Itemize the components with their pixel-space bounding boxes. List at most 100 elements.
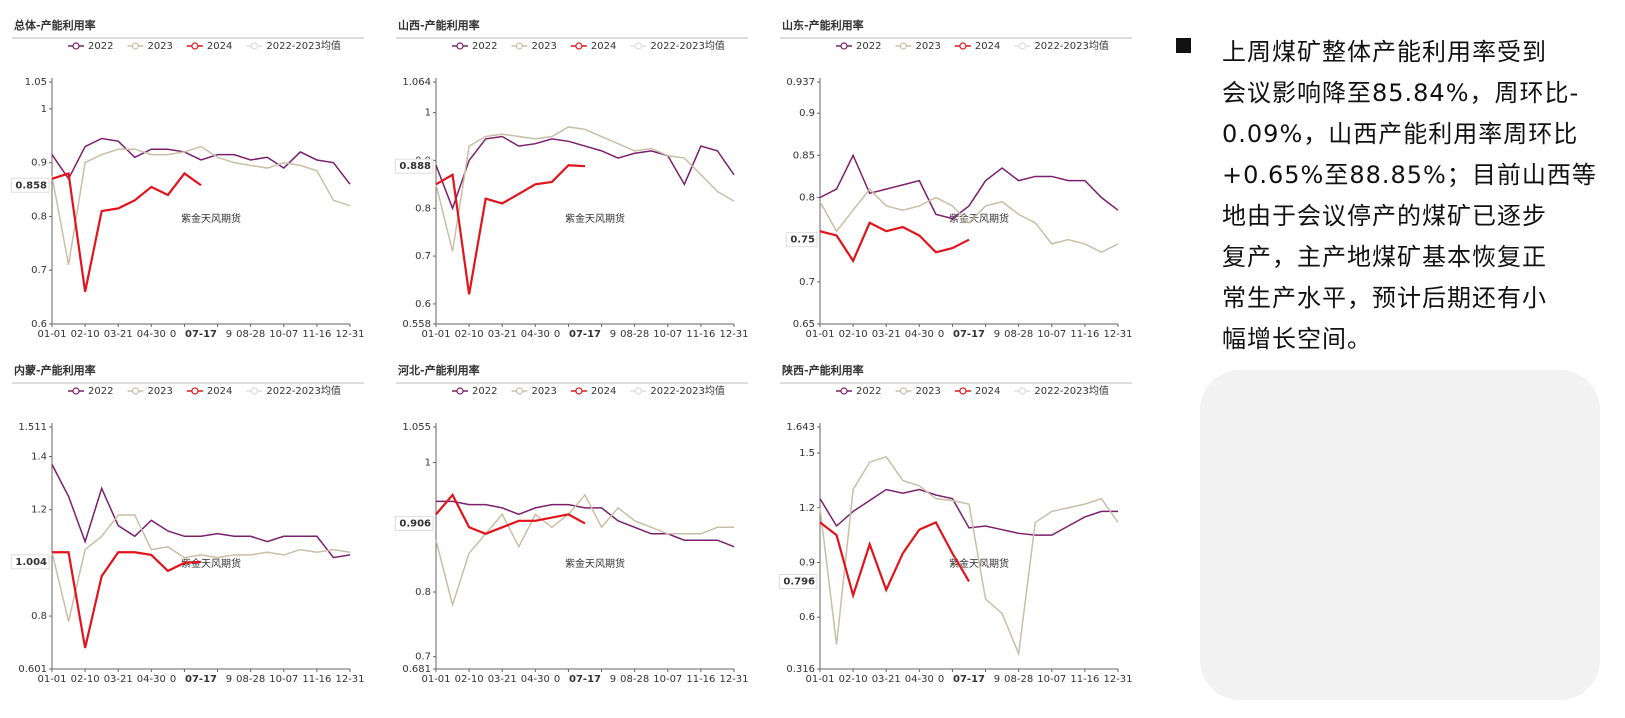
- legend-label: 2022-2023均值: [650, 39, 725, 52]
- y-tick-label: 0.316: [786, 664, 815, 675]
- y-tick-label: 0.7: [799, 277, 815, 288]
- last-value-bg: [785, 232, 818, 248]
- x-tick-label: 03-21: [872, 329, 901, 340]
- y-tick-label: 0.8: [31, 211, 47, 222]
- x-tick-label: 01-01: [37, 329, 66, 340]
- last-value-bg: [778, 573, 818, 589]
- y-tick-label: 1: [425, 458, 431, 469]
- legend-dot: [899, 387, 908, 395]
- x-tick-label: 04-30: [521, 329, 550, 340]
- x-tick-label: 03-21: [104, 329, 133, 340]
- x-tick-label: 10-07: [269, 329, 298, 340]
- x-tick-label: 01-01: [421, 329, 450, 340]
- x-tick-label: 08-28: [620, 674, 649, 685]
- x-tick-label: 02-10: [839, 674, 868, 685]
- last-value-label: 0.75: [790, 235, 815, 246]
- end-date-bg: [945, 327, 993, 341]
- end-date-bg: [177, 672, 225, 686]
- text-line: 幅增长空间。: [1222, 325, 1372, 353]
- legend-label: 2022-2023均值: [1034, 384, 1109, 397]
- x-tick-label: 12-31: [1103, 329, 1132, 340]
- x-tick-label: 01-01: [37, 674, 66, 685]
- series-line: [819, 455, 1119, 657]
- y-tick-label: 0.8: [415, 203, 431, 214]
- x-tick-label: 02-10: [71, 329, 100, 340]
- series-line: [51, 514, 351, 622]
- last-value-bg: [394, 158, 434, 174]
- y-tick-label: 0.558: [402, 319, 431, 330]
- legend-dot: [72, 42, 80, 50]
- y-tick-label: 0.681: [402, 664, 431, 675]
- text-line: 0.09%，山西产能利用率周环比: [1222, 120, 1579, 148]
- series-line: [435, 493, 734, 608]
- watermark: 紫金天风期货: [949, 212, 1009, 225]
- x-tick-label: 11-16: [686, 329, 715, 340]
- x-tick-label: 11-16: [1070, 329, 1099, 340]
- legend-label: 2024: [975, 386, 1000, 397]
- text-line: 常生产水平，预计后期还有小: [1222, 284, 1547, 312]
- legend-dot: [575, 387, 583, 395]
- legend-dot: [1018, 387, 1026, 395]
- series-line: [819, 488, 1118, 536]
- legend-label: 2023: [915, 41, 940, 52]
- y-tick-label: 1.064: [402, 77, 431, 88]
- legend-label: 2022-2023均值: [1034, 39, 1109, 52]
- text-line: 上周煤矿整体产能利用率受到: [1222, 38, 1547, 66]
- y-tick-label: 1: [425, 108, 431, 119]
- x-tick-label: 08-28: [1004, 329, 1033, 340]
- series-line: [51, 171, 202, 292]
- x-tick-label: 11-16: [1070, 674, 1099, 685]
- text-line: 地由于会议停产的煤矿已逐步: [1222, 202, 1547, 230]
- y-tick-label: 1.511: [18, 422, 47, 433]
- x-tick-label: 08-28: [620, 329, 649, 340]
- x-tick-label: 10-07: [653, 674, 682, 685]
- last-value-bg: [10, 177, 50, 193]
- chart-title: 河北-产能利用率: [398, 363, 480, 377]
- legend-label: 2022: [856, 386, 881, 397]
- last-value-bg: [10, 554, 50, 570]
- series-line: [435, 135, 735, 211]
- end-date-label: 07-17: [953, 329, 985, 340]
- y-tick-label: 0.6: [31, 319, 47, 330]
- background-watermark: [1200, 370, 1600, 700]
- chart-title: 总体-产能利用率: [14, 18, 96, 32]
- y-tick-label: 0.65: [793, 319, 815, 330]
- x-tick-label: 02-10: [839, 329, 868, 340]
- chart-title: 陕西-产能利用率: [782, 363, 864, 377]
- y-tick-label: 1.2: [31, 505, 47, 516]
- x-tick-label: 04-30: [905, 329, 934, 340]
- legend-dot: [575, 42, 583, 50]
- y-tick-label: 1.4: [31, 452, 47, 463]
- side-text: 上周煤矿整体产能利用率受到 会议影响降至85.84%，周环比- 0.09%，山西产能…: [1170, 32, 1620, 360]
- y-tick-label: 0.9: [799, 108, 815, 119]
- last-value-label: 0.796: [783, 576, 815, 587]
- legend-dot: [840, 42, 848, 50]
- y-tick-label: 1: [41, 104, 47, 115]
- text-line: 复产，主产地煤矿基本恢复正: [1222, 243, 1547, 271]
- legend-dot: [191, 42, 199, 50]
- legend-label: 2023: [147, 386, 172, 397]
- x-tick-label: 12-31: [719, 329, 748, 340]
- legend-label: 2022-2023均值: [650, 384, 725, 397]
- x-tick-label: 10-07: [269, 674, 298, 685]
- y-tick-label: 0.85: [793, 150, 815, 161]
- x-tick-label: 08-28: [1004, 674, 1033, 685]
- x-tick-label: 01-01: [805, 674, 834, 685]
- legend-dot: [515, 42, 524, 50]
- x-tick-label: 04-30: [137, 329, 166, 340]
- series-line: [51, 145, 351, 265]
- y-tick-label: 0.6: [799, 612, 815, 623]
- y-tick-label: 0.7: [415, 251, 431, 262]
- x-tick-label: 03-21: [872, 674, 901, 685]
- legend-dot: [250, 387, 258, 395]
- last-value-label: 0.888: [399, 161, 431, 172]
- legend-label: 2022: [856, 41, 881, 52]
- x-tick-label: 12-31: [719, 674, 748, 685]
- y-tick-label: 0.601: [18, 664, 47, 675]
